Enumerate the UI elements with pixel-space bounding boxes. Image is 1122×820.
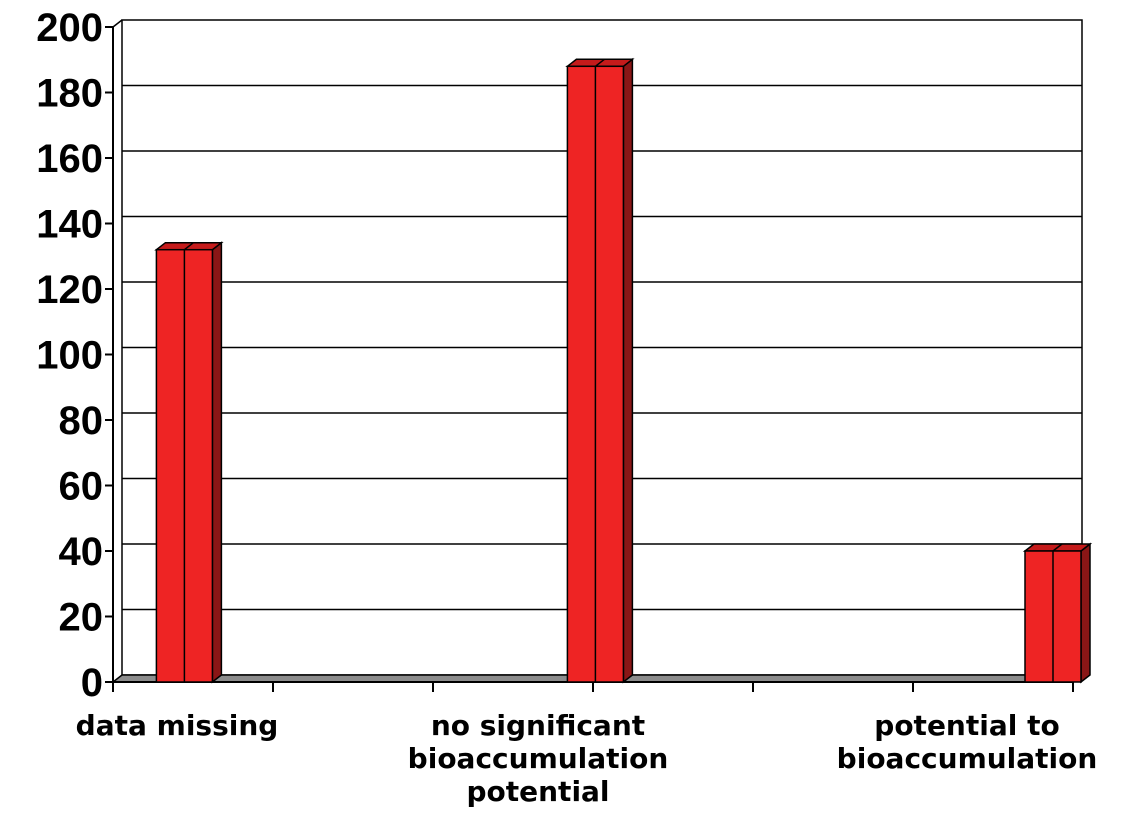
bar-side-face xyxy=(622,57,634,684)
y-tick-label: 200 xyxy=(36,6,103,50)
y-tick-label: 60 xyxy=(59,465,104,509)
bar-divider-top xyxy=(1052,543,1063,552)
y-tick-label: 20 xyxy=(59,596,104,640)
x-tick-label: no significant bioaccumulation potential xyxy=(408,709,669,808)
x-tick-label: data missing xyxy=(76,709,279,742)
x-tick-label-line: potential xyxy=(466,775,609,808)
x-tick-label-line: data missing xyxy=(76,709,279,742)
y-tick-label: 160 xyxy=(36,137,103,181)
y-tick-label: 140 xyxy=(36,203,103,247)
x-tick-label-line: bioaccumulation xyxy=(408,742,669,775)
y-tick-label: 0 xyxy=(81,661,103,705)
bar-divider-top xyxy=(183,242,194,251)
bar-side-face xyxy=(1080,542,1091,684)
x-tick-label-line: no significant xyxy=(431,709,645,742)
bar xyxy=(154,241,224,684)
bars xyxy=(154,57,1093,684)
bar-divider-top xyxy=(594,58,605,67)
x-tick-label: potential to bioaccumulation xyxy=(837,709,1098,775)
y-tick-label: 40 xyxy=(59,530,104,574)
x-tick-label-line: potential to xyxy=(874,709,1059,742)
y-tick-label: 180 xyxy=(36,72,103,116)
bar xyxy=(1022,542,1093,684)
x-tick-label-line: bioaccumulation xyxy=(837,742,1098,775)
y-tick-label: 100 xyxy=(36,334,103,378)
y-tick-label: 80 xyxy=(59,399,104,443)
bar-side-face xyxy=(211,241,223,684)
y-axis-depth-edge xyxy=(112,19,123,28)
labels: 0 20 40 60 80 100 120 140 160 180 200 data missing n… xyxy=(36,6,1097,808)
y-tick-label: 120 xyxy=(36,268,103,312)
bar xyxy=(565,57,635,684)
